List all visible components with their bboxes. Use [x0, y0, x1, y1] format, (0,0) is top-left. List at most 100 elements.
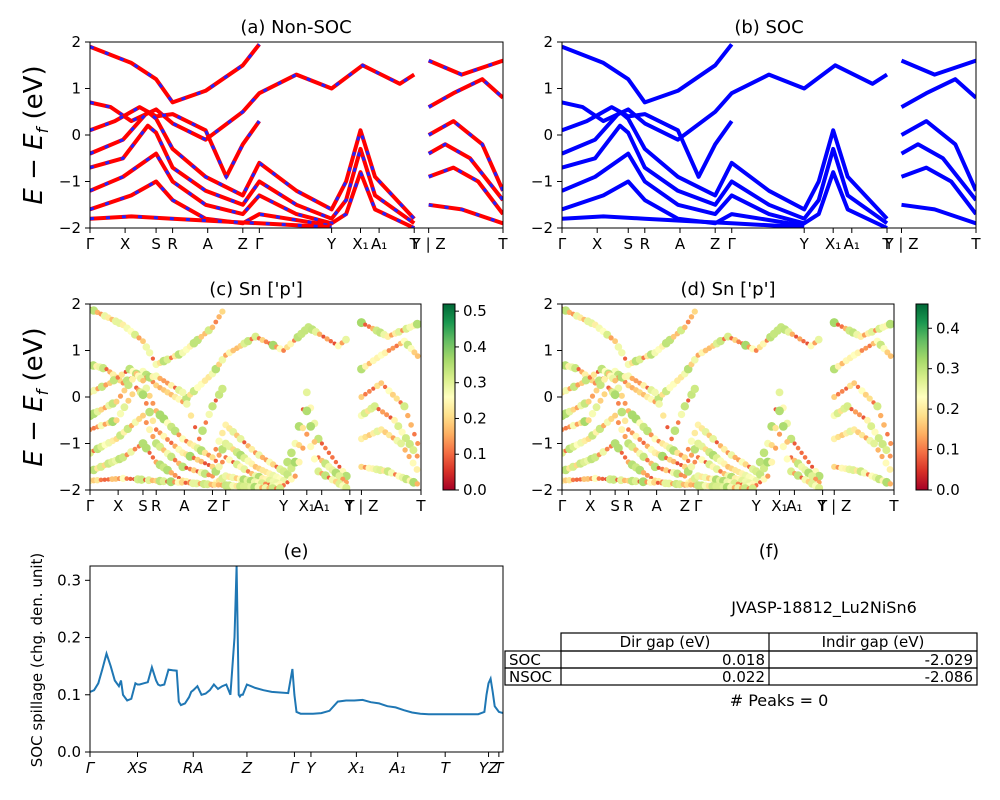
projection-point [161, 378, 167, 384]
x-tick-label: R [623, 497, 633, 515]
projection-point [165, 437, 170, 442]
projection-point [337, 464, 342, 469]
projection-point [384, 412, 390, 418]
projection-point [802, 455, 808, 460]
x-tick-label: X [120, 235, 130, 253]
projection-point [299, 424, 307, 432]
band-line-dash [90, 179, 332, 228]
projection-point [617, 407, 627, 417]
projection-point [870, 439, 878, 448]
projection-point [302, 406, 312, 416]
projection-point [94, 477, 101, 484]
projection-point [875, 447, 881, 453]
projection-point [851, 380, 858, 386]
projection-point [670, 426, 680, 436]
projection-point [864, 416, 871, 424]
projection-point [604, 446, 610, 452]
projection-point [316, 331, 323, 337]
projection-point [879, 453, 885, 460]
plot-frame [89, 565, 504, 753]
projection-point [143, 401, 149, 406]
projection-point [651, 479, 658, 486]
projection-point [566, 477, 573, 484]
projection-point [248, 445, 256, 453]
x-tick-label: Γ [728, 235, 737, 253]
colorbar-tick-label: 0.2 [463, 409, 487, 427]
colorbar-tick-label: 0.3 [463, 374, 487, 392]
projection-point [129, 391, 136, 398]
colorbar-tick-label: 0.0 [936, 481, 960, 499]
projection-point [198, 426, 207, 436]
projection-point [612, 377, 618, 384]
x-tick-label: X₁ [771, 497, 787, 515]
y-tick-label: −2 [531, 219, 553, 237]
table-cell: -2.029 [925, 651, 973, 669]
projection-point [849, 407, 854, 412]
projection-point [759, 464, 769, 473]
colorbar-tick-label: 0.4 [463, 338, 487, 356]
x-tick-label: S [623, 235, 633, 253]
peaks-count: # Peaks = 0 [730, 691, 829, 710]
projection-point [236, 435, 245, 443]
panel-e-title: (e) [283, 541, 308, 562]
projection-point [881, 422, 887, 428]
projection-point [609, 475, 618, 484]
projection-point [685, 446, 691, 452]
table-cell: -2.086 [925, 668, 973, 686]
projection-point [789, 331, 795, 337]
projection-point [663, 467, 670, 474]
projection-point [281, 348, 286, 353]
y-tick-label: 1 [543, 80, 553, 98]
y-tick-label: −1 [59, 435, 81, 453]
x-tick-label: T [817, 497, 828, 515]
y-tick-label: 0.0 [57, 743, 81, 761]
projection-point [328, 339, 333, 344]
projection-point [102, 477, 107, 482]
projection-point [591, 474, 599, 482]
projection-point [150, 433, 156, 440]
projection-point [685, 319, 691, 325]
projection-point [302, 388, 311, 397]
projection-point [91, 425, 97, 431]
band-line [901, 202, 976, 226]
x-tick-label: X [585, 497, 595, 515]
colorbar [915, 303, 929, 491]
projection-point [784, 439, 791, 445]
projection-point [157, 375, 163, 382]
projection-point [132, 446, 138, 452]
band-line [900, 165, 976, 216]
projection-point [300, 445, 306, 451]
projection-point [340, 476, 346, 482]
panel-a-ylabel: E − Ef (eV) [19, 65, 52, 204]
projection-point [815, 483, 824, 490]
x-tick-label: X₁ [352, 235, 368, 253]
projection-point [871, 428, 879, 436]
x-tick-label: X₁ [299, 497, 315, 515]
band-line [900, 58, 976, 77]
projection-point [831, 394, 838, 400]
y-tick-label: 2 [543, 33, 553, 51]
plot-frame [561, 303, 895, 491]
projection-point [742, 461, 749, 468]
band-line [562, 105, 734, 179]
projection-point [115, 375, 121, 380]
projection-point [570, 477, 576, 483]
projection-point [806, 459, 811, 465]
projection-point [146, 426, 154, 434]
x-tick-label: Γ [694, 497, 703, 515]
projection-point [112, 476, 119, 482]
y-tick-label: 1 [71, 80, 81, 98]
projection-point [408, 422, 414, 428]
projection-point [206, 472, 212, 478]
projection-point [321, 334, 326, 339]
panel-d-title: (d) Sn ['p'] [680, 279, 775, 300]
projection-point [621, 417, 629, 425]
projection-point [116, 410, 125, 418]
projection-point [367, 389, 372, 394]
projection-point [409, 459, 417, 467]
projection-point [783, 455, 791, 463]
projection-point [632, 432, 640, 440]
projection-point [311, 439, 318, 445]
projection-point [775, 388, 784, 397]
